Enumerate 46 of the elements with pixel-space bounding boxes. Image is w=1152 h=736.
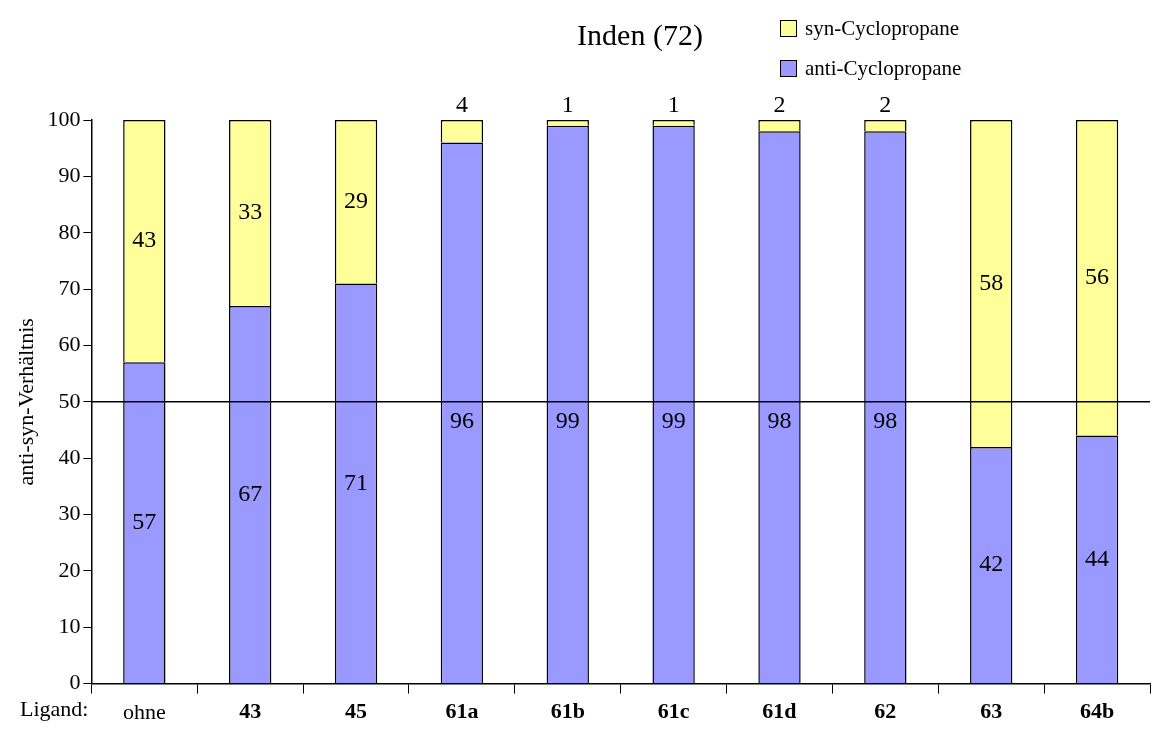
data-label: 43 — [132, 226, 157, 253]
chart-title: Inden (72) — [576, 18, 704, 52]
x-tick-label: 43 — [239, 698, 262, 724]
data-label: 58 — [979, 268, 1004, 295]
data-label: 96 — [449, 407, 474, 434]
y-axis-title: anti-syn-Verhältnis — [12, 318, 38, 486]
legend-label: syn-Cyclopropane — [805, 15, 959, 41]
data-label: 1 — [561, 91, 574, 118]
data-label: 29 — [344, 187, 369, 214]
y-tick-label: 70 — [58, 274, 81, 300]
x-tick-label: 45 — [345, 698, 368, 724]
y-tick-label: 20 — [58, 556, 81, 582]
y-tick-label: 100 — [47, 105, 81, 131]
x-tick-label: ohne — [122, 698, 166, 724]
x-tick-label: 62 — [874, 698, 897, 724]
x-tick-label: 61c — [657, 698, 690, 724]
y-tick-label: 10 — [58, 613, 81, 639]
legend-label: anti-Cyclopropane — [805, 55, 962, 81]
y-tick-label: 0 — [69, 669, 81, 695]
y-tick-label: 60 — [58, 331, 81, 357]
x-tick-label: 61a — [445, 698, 479, 724]
data-label: 71 — [344, 468, 369, 495]
x-tick-label: 61d — [762, 698, 797, 724]
text: Ligand: — [20, 695, 89, 721]
data-label: 42 — [979, 550, 1004, 577]
y-tick-label: 80 — [58, 218, 81, 244]
data-label: 57 — [132, 508, 157, 535]
data-label: 44 — [1085, 544, 1110, 571]
y-tick-label: 30 — [58, 500, 81, 526]
data-label: 33 — [238, 198, 263, 225]
data-label: 2 — [879, 91, 892, 118]
data-label: 98 — [873, 407, 898, 434]
x-tick-label: 63 — [980, 698, 1003, 724]
data-label: 99 — [555, 407, 580, 434]
data-label: 4 — [455, 91, 468, 118]
y-tick-label: 40 — [58, 443, 81, 469]
x-tick-label: 64b — [1079, 698, 1115, 724]
data-label: 67 — [238, 479, 263, 506]
data-label: 56 — [1085, 263, 1110, 290]
data-label: 2 — [773, 91, 786, 118]
data-label: 99 — [661, 407, 686, 434]
y-tick-label: 50 — [58, 387, 81, 413]
x-tick-label: 61b — [550, 698, 585, 724]
data-label: 98 — [767, 407, 792, 434]
y-tick-label: 90 — [58, 162, 81, 188]
data-label: 1 — [667, 91, 680, 118]
